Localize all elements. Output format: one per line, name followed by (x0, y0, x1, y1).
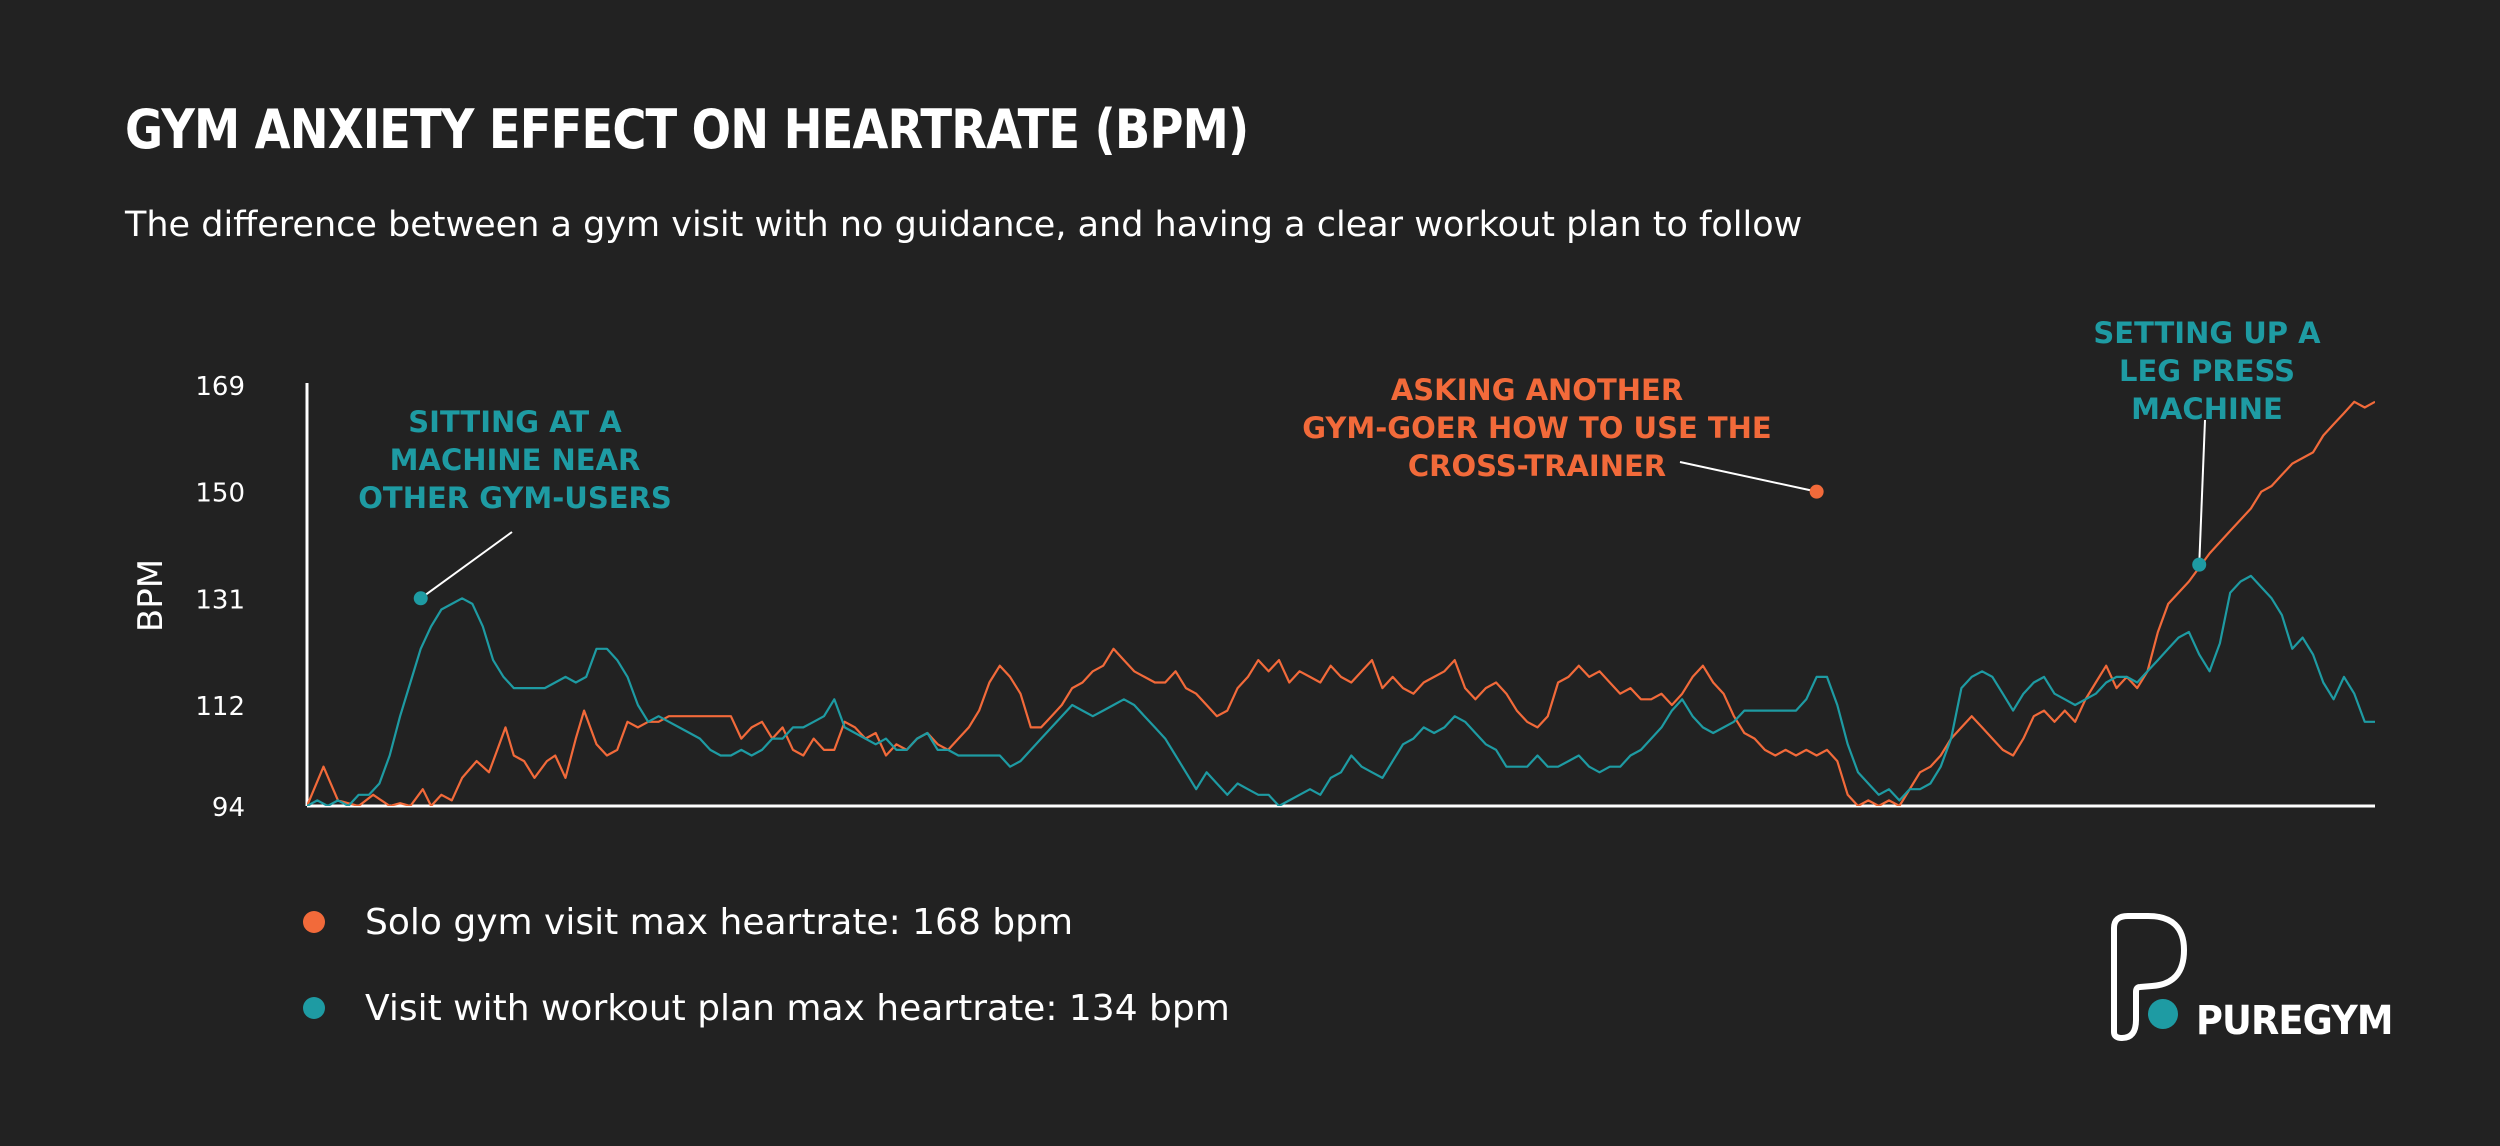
annotation-text: GYM-GOER HOW TO USE THE (1302, 411, 1772, 445)
annotation-text: SITTING AT A (408, 405, 622, 439)
y-tick-label: 169 (195, 372, 245, 402)
puregym-logo-mark (2111, 913, 2187, 1041)
annotation-text: MACHINE NEAR (390, 443, 641, 477)
annotation-text: ASKING ANOTHER (1391, 373, 1683, 407)
annotation-marker (2192, 557, 2207, 572)
legend-item-solo: Solo gym visit max heartrate: 168 bpm (303, 900, 1230, 944)
annotation-marker (413, 591, 428, 606)
y-tick-label: 112 (195, 692, 245, 722)
puregym-logo: PUREGYM (2100, 910, 2400, 1044)
annotation-text: SETTING UP A (2093, 316, 2321, 350)
annotation-text: LEG PRESS (2119, 354, 2295, 388)
annotation-text: MACHINE (2131, 392, 2283, 426)
legend-swatch-plan (303, 997, 325, 1019)
y-tick-label: 94 (212, 793, 245, 823)
annotation-leader-line (420, 531, 513, 600)
y-tick-label: 150 (195, 479, 245, 509)
annotation-marker (1809, 484, 1824, 499)
legend-item-plan: Visit with workout plan max heartrate: 1… (303, 986, 1230, 1030)
legend-label-solo: Solo gym visit max heartrate: 168 bpm (365, 901, 1074, 943)
legend-label-plan: Visit with workout plan max heartrate: 1… (365, 987, 1230, 1029)
logo-text: PUREGYM (2196, 998, 2393, 1044)
annotation-text: CROSS-TRAINER (1408, 449, 1666, 483)
chart-legend: Solo gym visit max heartrate: 168 bpm Vi… (303, 900, 1230, 1072)
annotation-leader-line (2198, 419, 2206, 565)
series-line-solo (307, 400, 2375, 806)
annotation-leader-line (1679, 461, 1817, 493)
series-line-plan (307, 574, 2375, 806)
chart-title: GYM ANXIETY EFFECT ON HEARTRATE (BPM) (125, 98, 1249, 161)
legend-swatch-solo (303, 911, 325, 933)
logo-dot (2148, 999, 2178, 1029)
y-axis-label: BPM (131, 559, 171, 632)
y-tick-label: 131 (195, 585, 245, 615)
annotation-text: OTHER GYM-USERS (358, 481, 671, 515)
chart-subtitle: The difference between a gym visit with … (125, 205, 1803, 245)
